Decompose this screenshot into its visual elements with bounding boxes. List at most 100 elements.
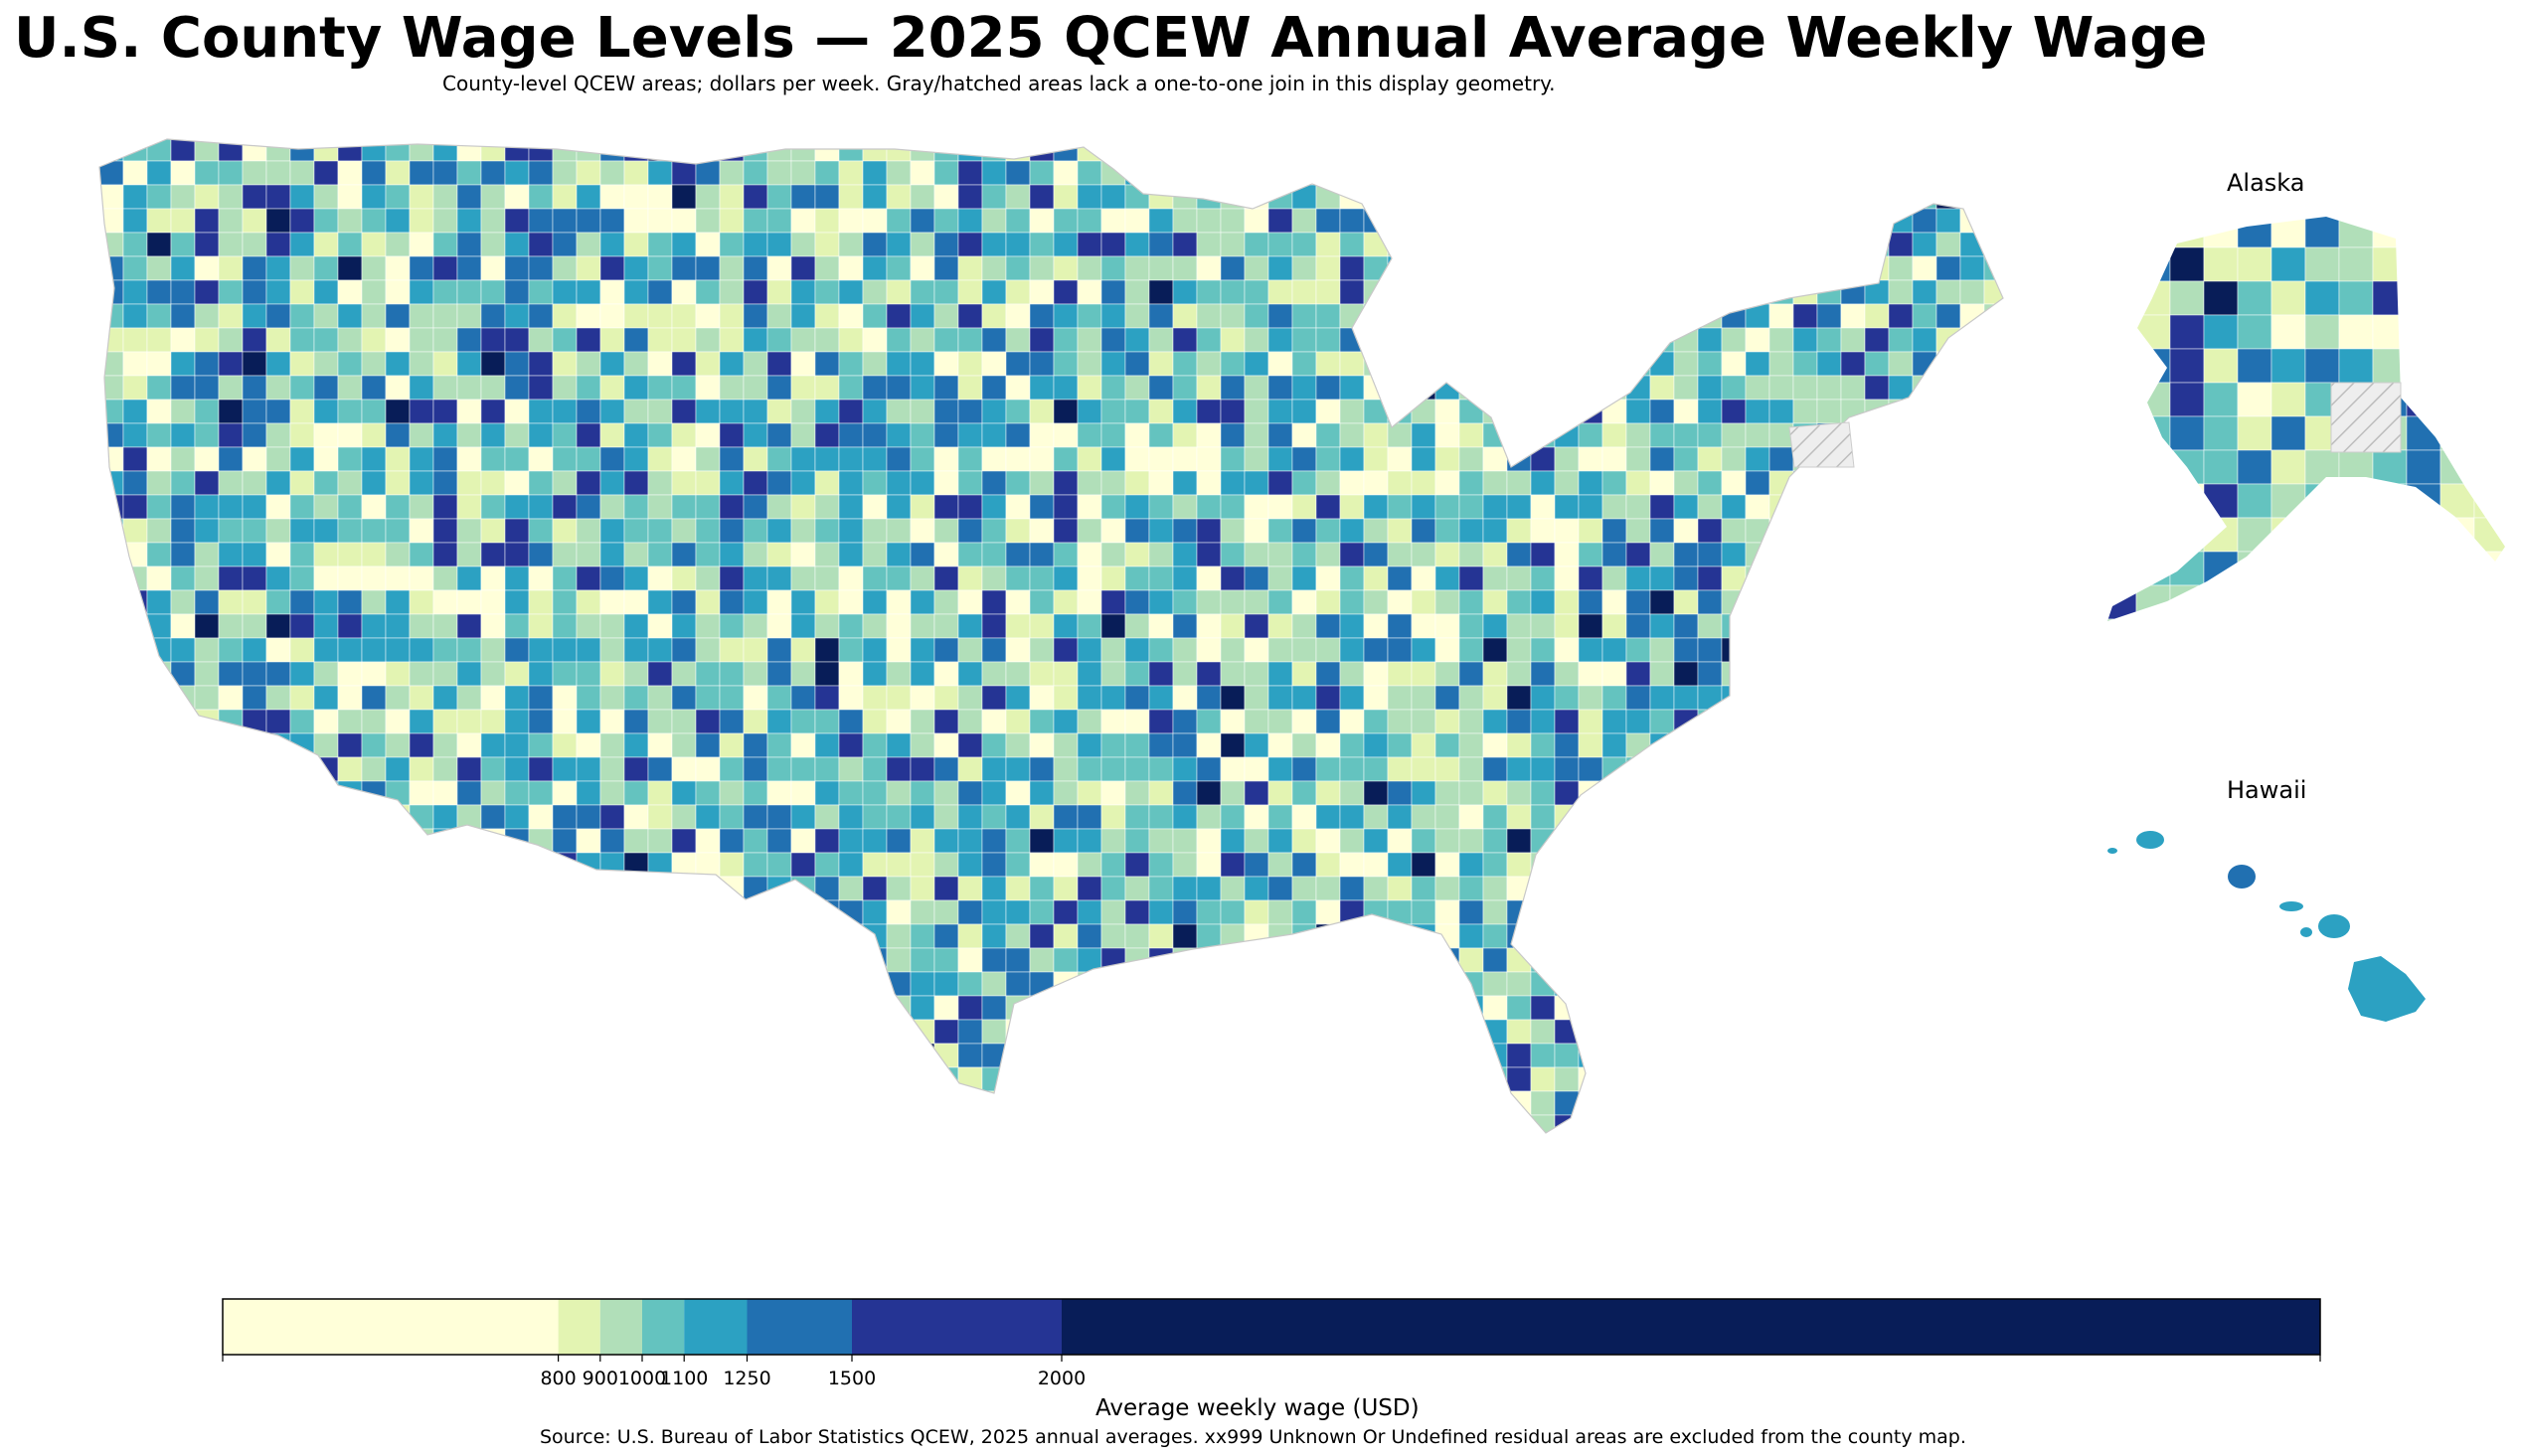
conus-county-tile [409,351,434,377]
conus-county-tile [194,399,220,424]
conus-county-tile [194,947,220,973]
conus-county-tile [1053,1090,1079,1116]
conus-county-tile [1530,1019,1556,1045]
conus-county-tile [194,1090,220,1116]
conus-county-tile [1649,470,1675,496]
alaska-county-tile [2304,280,2340,316]
conus-county-tile [1005,709,1031,734]
conus-county-tile [886,589,912,615]
conus-county-tile [1959,947,1985,973]
conus-county-tile [1363,589,1389,615]
conus-county-tile [361,232,387,257]
alaska-county-tile [2406,280,2441,316]
conus-county-tile [1339,756,1365,782]
conus-county-tile [790,589,816,615]
conus-county-tile [289,947,315,973]
conus-county-tile [1530,780,1556,806]
conus-county-tile [242,139,267,162]
conus-county-tile [766,422,792,448]
conus-county-tile [1792,613,1818,639]
conus-county-tile [886,685,912,711]
conus-county-tile [1267,375,1293,401]
conus-county-tile [1816,828,1842,854]
conus-county-tile [337,1114,363,1133]
conus-county-tile [1315,446,1341,472]
alaska-county-tile [2135,314,2171,350]
conus-county-tile [289,279,315,305]
conus-county-tile [337,351,363,377]
conus-county-tile [1792,828,1818,854]
conus-county-tile [432,232,458,257]
conus-county-tile [1912,351,1937,377]
conus-county-tile [1005,780,1031,806]
conus-county-tile [480,327,506,353]
conus-county-tile [1935,589,1961,615]
conus-county-tile [766,613,792,639]
conus-county-tile [1434,947,1460,973]
conus-county-tile [1816,1114,1842,1133]
conus-county-tile [1315,566,1341,591]
conus-county-tile [1458,279,1484,305]
alaska-county-tile [2304,618,2340,621]
conus-county-tile [1768,208,1794,234]
conus-county-tile [1291,876,1317,901]
conus-county-tile [409,995,434,1021]
conus-county-tile [1959,589,1985,615]
conus-county-tile [1172,327,1198,353]
conus-county-tile [361,1114,387,1133]
conus-county-tile [1888,279,1914,305]
alaska-county-tile [2338,217,2374,248]
conus-county-tile [814,685,840,711]
alaska-county-tile [2372,517,2408,553]
alaska-county-tile [2135,246,2171,282]
conus-county-tile [1959,279,1985,305]
conus-county-tile [1482,923,1508,949]
conus-county-tile [790,208,816,234]
conus-county-tile [1196,327,1222,353]
conus-county-tile [265,852,291,878]
conus-county-tile [1816,399,1842,424]
conus-county-tile [1458,208,1484,234]
conus-county-tile [361,613,387,639]
hawaii-island-lanai [2300,927,2312,937]
alaska-county-tile [2439,618,2475,621]
conus-county-tile [480,470,506,496]
conus-county-tile [289,1114,315,1133]
conus-county-tile [1291,756,1317,782]
conus-county-tile [1267,1019,1293,1045]
conus-county-tile [361,494,387,520]
conus-county-tile [456,685,482,711]
conus-county-tile [1506,160,1532,186]
conus-county-tile [194,804,220,830]
conus-county-tile [218,303,244,329]
conus-county-tile [719,1043,745,1068]
conus-county-tile [528,446,554,472]
conus-county-tile [1578,756,1603,782]
conus-county-tile [1983,780,2003,806]
conus-county-tile [1864,208,1890,234]
conus-county-tile [1315,1043,1341,1068]
conus-county-tile [1315,303,1341,329]
conus-county-tile [361,303,387,329]
conus-county-tile [1625,804,1651,830]
conus-county-tile [361,780,387,806]
conus-county-tile [647,661,673,687]
conus-county-tile [1148,899,1174,925]
conus-county-tile [504,804,530,830]
conus-county-tile [1005,422,1031,448]
conus-county-tile [1363,661,1389,687]
colorbar-bin-1 [558,1299,600,1355]
conus-county-tile [1291,852,1317,878]
alaska-county-tile [2169,551,2205,586]
conus-county-tile [528,1114,554,1133]
conus-county-tile [504,375,530,401]
conus-county-tile [146,422,172,448]
conus-county-tile [1840,351,1866,377]
conus-county-tile [790,613,816,639]
conus-county-tile [1649,1019,1675,1045]
conus-county-tile [170,494,196,520]
conus-county-tile [1077,1090,1102,1116]
conus-county-tile [1053,661,1079,687]
conus-county-tile [1387,399,1413,424]
